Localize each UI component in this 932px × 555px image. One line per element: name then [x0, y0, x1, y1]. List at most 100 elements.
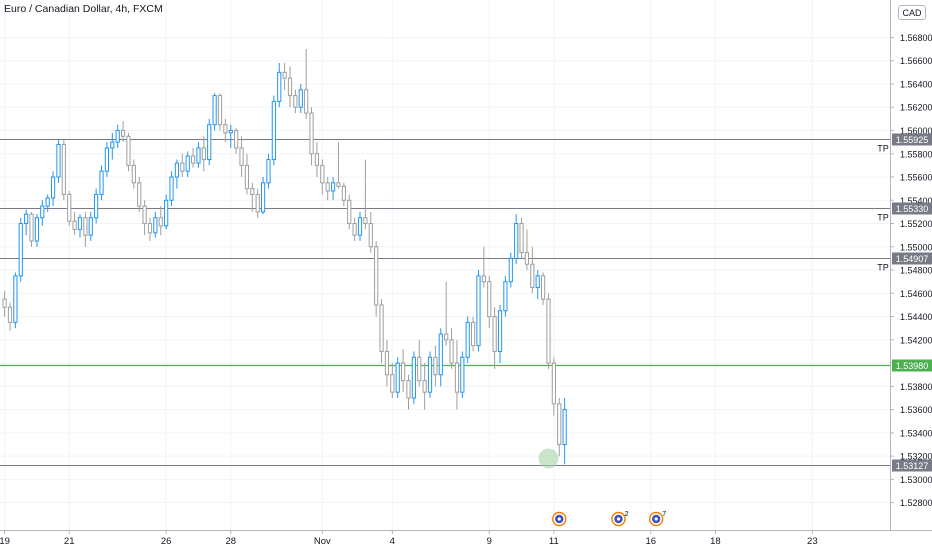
- low-marker-circle: [538, 448, 559, 469]
- time-tick-label: 23: [807, 536, 818, 547]
- candle-body: [320, 164, 325, 184]
- candle-body: [180, 162, 185, 172]
- candle: [201, 136, 206, 172]
- candle-body: [250, 188, 255, 195]
- candle-body: [234, 129, 239, 149]
- candle: [541, 272, 546, 305]
- price-tick-label: 1.55600: [900, 173, 932, 183]
- time-tick-label: 16: [646, 536, 657, 547]
- price-tick-label: 1.56800: [900, 33, 932, 43]
- candle-body: [201, 147, 206, 161]
- candle: [153, 211, 158, 238]
- candle: [330, 177, 336, 201]
- price-tick-label: 1.54600: [900, 289, 932, 299]
- candle-body: [444, 333, 449, 341]
- candle: [282, 63, 287, 90]
- candle: [190, 147, 196, 168]
- candle: [309, 107, 314, 166]
- price-axis[interactable]: 1.56800 1.56600 1.56400 1.56200 1.56000 1.558…: [890, 0, 932, 550]
- candle-body: [541, 275, 546, 300]
- candle-body: [277, 71, 282, 102]
- candle: [228, 124, 233, 148]
- candle: [508, 252, 513, 288]
- candle: [384, 339, 390, 387]
- candle-body: [347, 199, 352, 225]
- candle-body: [260, 182, 266, 213]
- candle-body: [196, 147, 201, 164]
- candle: [277, 63, 282, 108]
- candle-body: [131, 164, 136, 184]
- candle-body: [72, 220, 77, 230]
- candle-body: [395, 362, 400, 393]
- candle-body: [304, 89, 309, 114]
- candle: [77, 214, 83, 238]
- candle: [298, 83, 303, 114]
- candle-body: [174, 162, 180, 178]
- candle: [142, 200, 147, 236]
- candle: [368, 211, 373, 253]
- time-axis[interactable]: 19 21 26 28 Nov 4 9 11 16 18 23: [0, 530, 932, 547]
- time-tick-label: 11: [549, 536, 559, 547]
- level-price-box: [892, 133, 932, 146]
- candle-body: [271, 100, 276, 161]
- candle-body: [530, 263, 535, 289]
- candle-body: [239, 147, 244, 166]
- price-tick-label: 1.55200: [900, 219, 932, 229]
- level-price-label: 1.53980: [896, 361, 929, 371]
- candle-body: [56, 143, 61, 178]
- candle: [497, 304, 503, 364]
- candle: [94, 188, 99, 224]
- candle: [83, 211, 88, 247]
- candle: [406, 374, 411, 410]
- candle-body: [524, 252, 530, 265]
- candle: [503, 275, 508, 317]
- candle: [196, 142, 201, 168]
- candle: [207, 118, 212, 166]
- candle: [137, 177, 142, 212]
- candle-body: [390, 374, 395, 393]
- candle-body: [535, 275, 540, 289]
- candle-body: [287, 77, 293, 97]
- candle: [470, 316, 476, 352]
- candle: [18, 217, 23, 282]
- candle: [325, 177, 330, 201]
- candle-body: [562, 409, 567, 446]
- candle: [562, 397, 567, 465]
- candle: [266, 153, 271, 189]
- level-price-label: 1.55925: [896, 135, 929, 145]
- price-tick-label: 1.53800: [900, 382, 932, 392]
- candle: [492, 307, 497, 369]
- candle-body: [508, 257, 513, 283]
- candle: [400, 349, 406, 393]
- candle-body: [417, 356, 422, 382]
- grid-lines: [0, 0, 890, 530]
- candle: [363, 159, 368, 230]
- candle: [460, 351, 465, 398]
- price-tick-label: 1.55800: [900, 149, 932, 159]
- candle-body: [77, 217, 83, 230]
- candle: [535, 270, 540, 300]
- candle: [24, 209, 29, 236]
- candle-body: [374, 246, 379, 306]
- price-tick-label: 1.52800: [900, 498, 932, 508]
- candle-body: [110, 141, 115, 149]
- currency-badge[interactable]: CAD: [898, 5, 926, 20]
- candle-body: [363, 217, 368, 225]
- candle-body: [503, 281, 508, 312]
- candle: [174, 159, 180, 189]
- candle-body: [29, 213, 34, 242]
- candle: [374, 240, 379, 317]
- candle-body: [497, 310, 503, 352]
- candle-body: [314, 153, 320, 166]
- chart-title: Euro / Canadian Dollar, 4h, FXCM: [4, 3, 163, 15]
- candle: [260, 177, 266, 215]
- candle: [223, 118, 228, 143]
- candle: [2, 290, 7, 317]
- candle-body: [330, 182, 336, 192]
- candle: [271, 95, 276, 166]
- candle: [244, 153, 250, 195]
- level-price-label: 1.54907: [896, 254, 929, 264]
